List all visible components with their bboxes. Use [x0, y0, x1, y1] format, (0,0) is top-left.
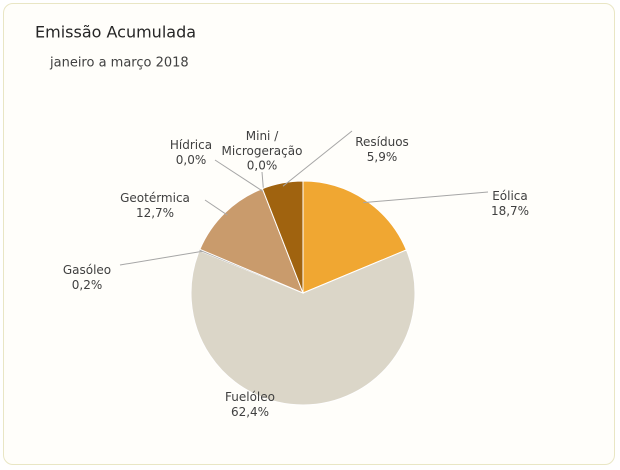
leader-line [204, 199, 228, 216]
pie-slice [261, 180, 304, 294]
slice-label: Eólica [492, 189, 528, 203]
leader-line [363, 191, 489, 204]
chart-subtitle: janeiro a março 2018 [49, 56, 189, 71]
slice-value-label: 62,4% [231, 405, 269, 419]
leader-line [119, 250, 203, 266]
slice-value-label: 5,9% [367, 150, 398, 164]
leader-line [282, 130, 353, 187]
leader-line [214, 159, 264, 193]
chart-title: Emissão Acumulada [35, 23, 196, 42]
slice-label: Mini / Microgeração [222, 129, 303, 158]
slice-value-label: 0,2% [72, 278, 103, 292]
slice-label: Gasóleo [63, 263, 111, 277]
slice-label: Fuelóleo [225, 390, 275, 404]
slice-label: Resíduos [355, 135, 409, 149]
pie-slice [302, 180, 408, 294]
slice-value-label: 12,7% [136, 206, 174, 220]
slice-label: Hídrica [170, 138, 212, 152]
slice-value-label: 0,0% [176, 153, 207, 167]
pie-slice [190, 249, 416, 406]
slice-label: Geotérmica [120, 191, 190, 205]
slice-value-label: 0,0% [247, 159, 278, 173]
slice-value-label: 18,7% [491, 204, 529, 218]
pie-slice [199, 187, 304, 294]
